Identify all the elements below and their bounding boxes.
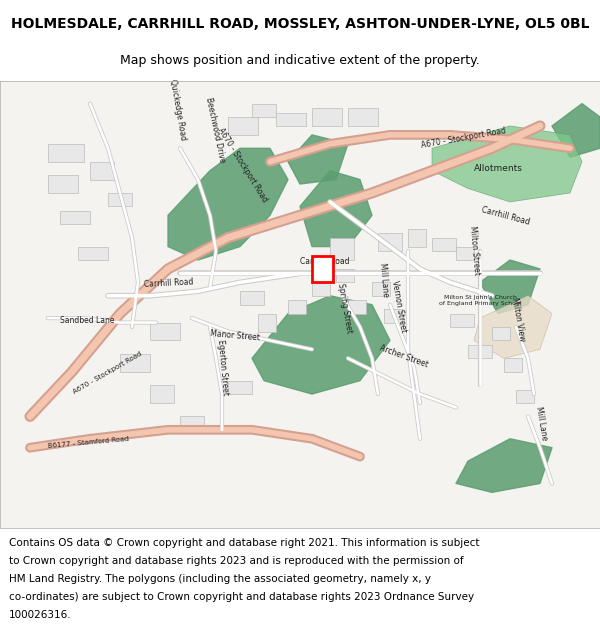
Bar xyxy=(348,108,378,126)
Text: Sandbed Lane: Sandbed Lane xyxy=(60,316,115,324)
Bar xyxy=(258,314,276,331)
Bar xyxy=(330,238,354,260)
Bar xyxy=(468,345,492,358)
Bar xyxy=(120,354,150,372)
Bar xyxy=(312,108,342,126)
Bar xyxy=(252,104,276,117)
Bar xyxy=(48,144,84,162)
Bar xyxy=(336,269,354,282)
Text: Map shows position and indicative extent of the property.: Map shows position and indicative extent… xyxy=(120,54,480,68)
Text: Egerton Street: Egerton Street xyxy=(216,339,230,396)
Bar xyxy=(372,282,390,296)
Bar xyxy=(516,389,534,403)
Polygon shape xyxy=(432,126,582,202)
Text: HM Land Registry. The polygons (including the associated geometry, namely x, y: HM Land Registry. The polygons (includin… xyxy=(9,574,431,584)
Text: A670 - Stockport Road: A670 - Stockport Road xyxy=(72,351,143,395)
Text: Milton St John's Church
of England Primary School: Milton St John's Church of England Prima… xyxy=(439,295,521,306)
Text: Mill Lane: Mill Lane xyxy=(378,263,390,298)
Bar xyxy=(228,117,258,135)
Text: Carrhill Road: Carrhill Road xyxy=(300,258,349,266)
Text: Carrhill Road: Carrhill Road xyxy=(144,278,194,289)
Text: Carrhill Road: Carrhill Road xyxy=(480,205,530,226)
Bar xyxy=(108,193,132,206)
Bar xyxy=(378,233,402,251)
Bar xyxy=(48,175,78,193)
Text: 100026316.: 100026316. xyxy=(9,609,71,619)
Bar xyxy=(408,229,426,247)
Bar xyxy=(78,247,108,260)
Bar xyxy=(228,381,252,394)
Text: Milton Street: Milton Street xyxy=(468,225,481,276)
Bar xyxy=(312,282,330,296)
Text: HOLMESDALE, CARRHILL ROAD, MOSSLEY, ASHTON-UNDER-LYNE, OL5 0BL: HOLMESDALE, CARRHILL ROAD, MOSSLEY, ASHT… xyxy=(11,17,589,31)
Text: Beechwood Drive: Beechwood Drive xyxy=(204,97,227,164)
Bar xyxy=(432,238,456,251)
Text: Mill Lane: Mill Lane xyxy=(534,406,549,441)
Bar xyxy=(150,322,180,341)
Text: Contains OS data © Crown copyright and database right 2021. This information is : Contains OS data © Crown copyright and d… xyxy=(9,538,479,548)
Bar xyxy=(504,358,522,372)
Bar xyxy=(180,416,204,430)
Text: Manor Street: Manor Street xyxy=(210,329,260,342)
Text: Milton View: Milton View xyxy=(510,297,527,343)
Bar xyxy=(456,247,474,260)
Bar xyxy=(240,291,264,304)
Text: to Crown copyright and database rights 2023 and is reproduced with the permissio: to Crown copyright and database rights 2… xyxy=(9,556,464,566)
Text: B6177 - Stamford Road: B6177 - Stamford Road xyxy=(48,436,130,449)
Text: Vernon Street: Vernon Street xyxy=(390,280,408,334)
Bar xyxy=(150,385,174,403)
Text: Archer Street: Archer Street xyxy=(378,343,429,369)
Text: Spring Street: Spring Street xyxy=(336,282,353,334)
Bar xyxy=(384,309,402,322)
Polygon shape xyxy=(474,296,552,358)
Bar xyxy=(288,300,306,314)
Text: co-ordinates) are subject to Crown copyright and database rights 2023 Ordnance S: co-ordinates) are subject to Crown copyr… xyxy=(9,592,474,602)
Bar xyxy=(492,327,510,341)
Bar xyxy=(348,300,366,314)
Bar xyxy=(60,211,90,224)
Bar xyxy=(450,314,474,327)
Bar xyxy=(276,112,306,126)
Bar xyxy=(90,162,114,179)
Bar xyxy=(312,256,333,282)
Text: Allotments: Allotments xyxy=(473,164,523,172)
Text: Quickedge Road: Quickedge Road xyxy=(168,79,188,141)
Text: A670 - Stockport Road: A670 - Stockport Road xyxy=(216,126,269,204)
Text: A670 - Stockport Road: A670 - Stockport Road xyxy=(420,126,506,150)
